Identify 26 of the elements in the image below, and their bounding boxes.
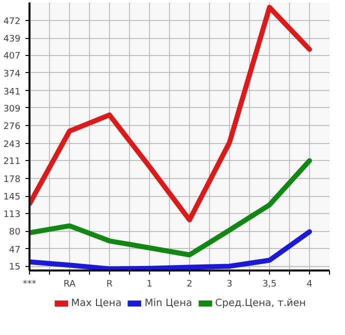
- legend-label: Min Цена: [144, 298, 192, 308]
- x-tick-label: ***: [22, 280, 37, 290]
- y-tick-label: 15: [9, 262, 20, 273]
- x-tick-label: 2: [186, 280, 192, 290]
- x-tick-label: 1: [146, 280, 152, 290]
- y-tick-label: 341: [3, 87, 21, 98]
- y-tick-label: 178: [3, 174, 21, 185]
- y-tick-label: 374: [3, 70, 21, 80]
- y-tick-label: 439: [3, 34, 21, 45]
- y-tick-label: 472: [3, 16, 21, 27]
- x-tick-label: 4: [306, 280, 313, 290]
- x-tick-label: 3,5: [262, 280, 277, 290]
- y-tick-label: 309: [3, 104, 21, 114]
- legend-label: Сред.Цена, т.йен: [215, 298, 306, 308]
- legend-label: Max Цена: [71, 298, 122, 308]
- x-tick-label: RA: [63, 280, 76, 290]
- y-tick-label: 113: [3, 210, 21, 220]
- y-tick-label: 211: [3, 157, 21, 168]
- y-tick-label: 243: [3, 140, 21, 150]
- x-tick-label: R: [106, 280, 113, 290]
- y-tick-label: 145: [3, 192, 21, 203]
- y-tick-label: 276: [3, 122, 21, 132]
- y-tick-label: 80: [9, 228, 21, 238]
- y-tick-label: 47: [9, 245, 20, 256]
- y-tick-label: 407: [3, 52, 21, 62]
- x-tick-label: 3: [226, 280, 232, 290]
